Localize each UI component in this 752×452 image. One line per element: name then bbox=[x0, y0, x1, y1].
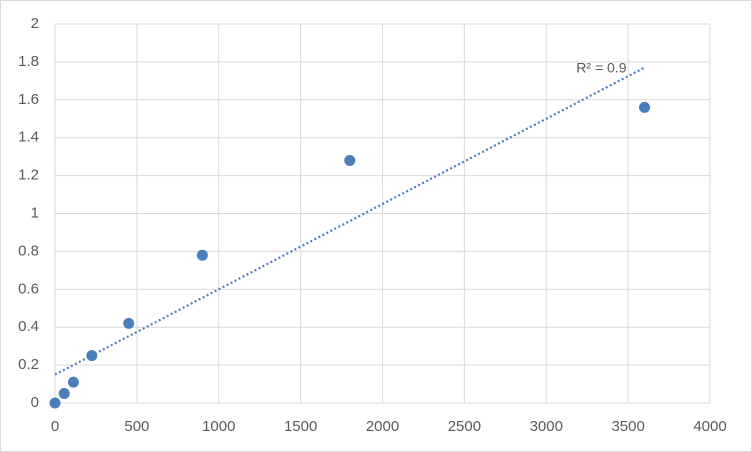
trendline bbox=[54, 66, 646, 376]
data-point bbox=[196, 249, 208, 261]
x-tick-label: 500 bbox=[124, 418, 149, 435]
data-point bbox=[49, 397, 61, 409]
y-tick-label: 1.6 bbox=[18, 91, 39, 108]
y-tick-label: 1.2 bbox=[18, 167, 39, 184]
y-tick-label: 0.8 bbox=[18, 242, 39, 259]
x-tick-label: 2000 bbox=[366, 418, 399, 435]
x-tick-label: 3500 bbox=[611, 418, 644, 435]
x-tick-label: 1000 bbox=[202, 418, 235, 435]
y-tick-label: 0 bbox=[31, 394, 39, 411]
y-tick-label: 1 bbox=[31, 204, 39, 221]
y-tick-label: 0.2 bbox=[18, 356, 39, 373]
data-point bbox=[123, 317, 135, 329]
y-tick-label: 1.8 bbox=[18, 53, 39, 70]
trendline-label: R² = 0.9 bbox=[576, 59, 626, 75]
x-tick-label: 1500 bbox=[284, 418, 317, 435]
x-tick-label: 3000 bbox=[530, 418, 563, 435]
data-point bbox=[86, 350, 98, 362]
x-tick-label: 0 bbox=[51, 418, 59, 435]
data-point bbox=[58, 388, 70, 400]
y-tick-label: 0.6 bbox=[18, 280, 39, 297]
y-tick-label: 0.4 bbox=[18, 318, 39, 335]
x-tick-label: 2500 bbox=[448, 418, 481, 435]
y-tick-label: 1.4 bbox=[18, 129, 39, 146]
data-point bbox=[344, 154, 356, 166]
data-point bbox=[639, 101, 650, 113]
y-tick-label: 2 bbox=[31, 15, 39, 32]
x-tick-label: 4000 bbox=[693, 418, 726, 435]
data-point bbox=[67, 376, 79, 388]
